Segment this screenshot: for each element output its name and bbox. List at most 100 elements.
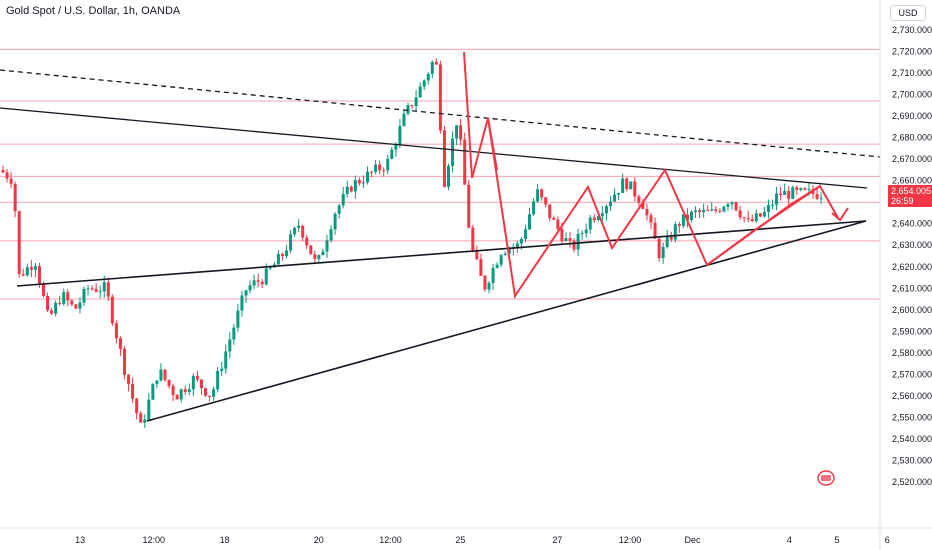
candle-body: [244, 290, 248, 296]
candle-body: [406, 105, 410, 114]
candle-body: [17, 211, 21, 274]
y-tick-label: 2,640.000: [892, 219, 932, 229]
candle-body: [815, 193, 819, 199]
x-tick-label: 18: [220, 535, 230, 545]
y-tick-label: 2,660.000: [892, 176, 932, 186]
candle-body: [25, 267, 29, 276]
candle-body: [540, 189, 544, 198]
down-arrow-icon: [831, 207, 849, 222]
time-axis: 13 12:00 18 20 12:00 25 27 12:00 Dec 4 5 6: [0, 527, 932, 545]
zigzag-segment: [463, 51, 473, 179]
candle-body: [471, 227, 475, 251]
candle-body: [118, 338, 122, 349]
zigzag-pattern: [487, 117, 839, 299]
x-tick-label: 5: [834, 535, 839, 545]
candle-body: [33, 266, 37, 270]
alert-icon[interactable]: [816, 469, 836, 487]
candle-body: [179, 389, 183, 400]
x-tick-label: 27: [552, 535, 562, 545]
candle-body: [370, 171, 374, 173]
candle-body: [418, 86, 422, 98]
x-tick-label: 12:00: [379, 535, 402, 545]
candle-body: [803, 188, 807, 190]
candle-body: [738, 210, 742, 218]
x-tick-label: 25: [455, 535, 465, 545]
candle-body: [382, 170, 386, 172]
candle-body: [669, 236, 673, 240]
candle-body: [750, 219, 754, 222]
candle-body: [447, 165, 450, 187]
candle-body: [580, 233, 584, 235]
candle-body: [297, 225, 301, 228]
candle-body: [357, 180, 361, 184]
candle-body: [690, 211, 693, 221]
candle-body: [199, 379, 203, 389]
candle-body: [224, 351, 228, 369]
candle-body: [78, 302, 82, 309]
y-tick-label: 2,620.000: [892, 262, 932, 272]
candles: [1, 58, 823, 428]
candle-body: [106, 282, 110, 297]
candle-body: [301, 225, 305, 238]
candle-body: [333, 213, 337, 230]
candle-body: [556, 219, 560, 229]
candle-body: [62, 292, 66, 304]
candle-body: [552, 217, 556, 220]
candle-body: [766, 205, 770, 212]
candle-body: [677, 224, 681, 226]
candle-body: [588, 217, 592, 230]
candle-body: [402, 113, 406, 127]
candle-body: [98, 291, 102, 293]
y-tick-label: 2,690.000: [892, 111, 932, 121]
candle-body: [349, 186, 353, 192]
candle-body: [706, 209, 710, 211]
bar-countdown: 26:59: [891, 196, 914, 206]
candle-body: [714, 209, 718, 211]
zigzag-channel: [706, 185, 821, 266]
candle-body: [564, 238, 568, 241]
candle-body: [503, 253, 507, 256]
candle-body: [532, 201, 536, 215]
candle-body: [536, 189, 540, 202]
candle-body: [791, 187, 795, 199]
candle-body: [681, 214, 685, 226]
support-trendline: [16, 220, 867, 287]
candle-body: [256, 280, 260, 282]
candle-body: [155, 380, 159, 385]
candle-body: [665, 236, 669, 247]
y-tick-label: 2,550.000: [892, 412, 932, 422]
candle-body: [220, 368, 224, 371]
candle-body: [625, 178, 629, 190]
candle-body: [702, 209, 706, 213]
candle-body: [13, 183, 17, 212]
candle-body: [519, 238, 523, 244]
y-tick-label: 2,730.000: [892, 25, 932, 35]
y-tick-label: 2,720.000: [892, 47, 932, 57]
candle-body: [475, 250, 479, 260]
candle-body: [422, 80, 426, 87]
candle-body: [479, 259, 483, 276]
candle-body: [74, 304, 78, 309]
candle-body: [163, 369, 167, 380]
candle-body: [66, 292, 70, 301]
candle-body: [807, 189, 811, 191]
x-tick-label: 20: [314, 535, 324, 545]
candle-body: [459, 125, 463, 140]
candle-body: [685, 214, 689, 221]
candle-body: [208, 395, 212, 397]
currency-button[interactable]: USD: [890, 5, 926, 21]
candle-body: [147, 399, 151, 420]
candle-body: [596, 216, 600, 221]
candle-body: [775, 193, 779, 205]
candle-body: [276, 253, 280, 265]
candle-body: [799, 188, 803, 190]
candle-body: [463, 139, 467, 185]
candle-body: [175, 395, 179, 400]
candle-body: [754, 213, 758, 222]
candle-body: [649, 215, 653, 223]
drawings: [0, 51, 881, 422]
current-price: 2,654.005: [891, 186, 932, 196]
candle-body: [337, 205, 341, 214]
candle-body: [633, 181, 637, 197]
